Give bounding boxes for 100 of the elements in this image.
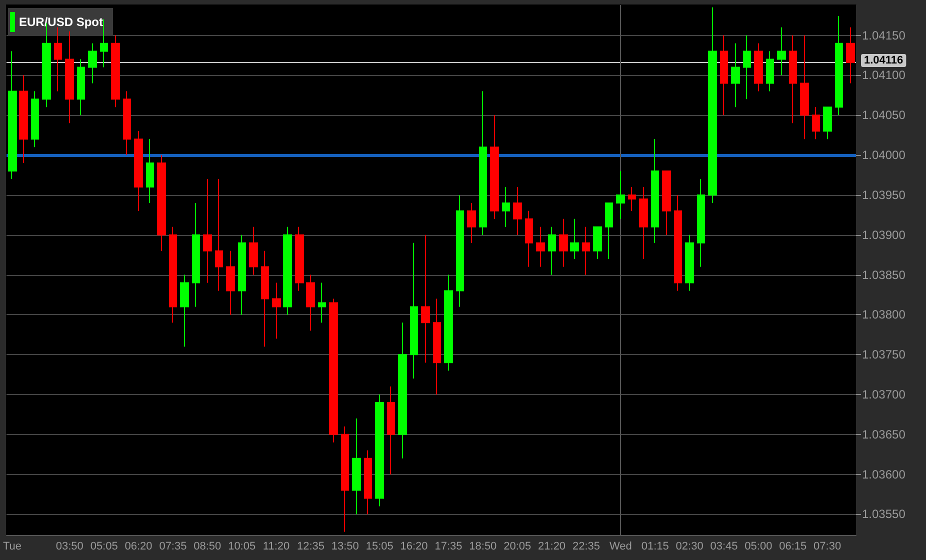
candlestick bbox=[731, 42, 740, 108]
candlestick bbox=[754, 42, 763, 92]
candlestick bbox=[479, 90, 487, 236]
candlestick bbox=[616, 170, 625, 220]
candlestick bbox=[318, 282, 326, 324]
candlestick bbox=[582, 226, 590, 276]
candlestick bbox=[295, 226, 304, 292]
y-tick-label: 1.03700 bbox=[862, 388, 906, 402]
candlestick bbox=[31, 90, 39, 148]
candlestick bbox=[777, 26, 786, 76]
candlestick bbox=[387, 386, 395, 475]
y-tick-label: 1.04150 bbox=[862, 28, 906, 42]
candlestick bbox=[88, 42, 97, 84]
y-tick-label: 1.03550 bbox=[862, 507, 906, 522]
candlestick bbox=[203, 178, 212, 284]
x-tick-label: 07:35 bbox=[159, 540, 187, 552]
candlestick bbox=[697, 178, 705, 268]
candlestick bbox=[823, 106, 832, 140]
candlestick bbox=[685, 234, 694, 292]
x-tick-label: 16:20 bbox=[400, 540, 428, 552]
x-tick-label: 05:00 bbox=[744, 540, 772, 552]
x-tick-label: 10:05 bbox=[228, 540, 256, 552]
candlestick bbox=[456, 194, 464, 308]
y-tick-label: 1.04100 bbox=[862, 68, 906, 82]
x-tick-label: 20:05 bbox=[504, 540, 532, 552]
candlestick bbox=[410, 242, 418, 380]
x-tick-label: 01:15 bbox=[641, 540, 669, 552]
candlestick bbox=[398, 322, 407, 459]
candlestick bbox=[65, 30, 74, 124]
candlestick bbox=[743, 34, 751, 100]
candlestick bbox=[662, 170, 671, 236]
x-tick-label: 22:35 bbox=[572, 540, 600, 552]
x-tick-label: 03:45 bbox=[710, 540, 738, 552]
candlestick bbox=[364, 450, 372, 515]
candlestick bbox=[525, 210, 533, 268]
candlestick bbox=[593, 226, 602, 260]
candlestick bbox=[651, 138, 659, 244]
candlestick bbox=[559, 218, 568, 268]
y-tick-label: 1.03850 bbox=[862, 268, 906, 282]
candlestick bbox=[215, 178, 223, 292]
y-tick-label: 1.03800 bbox=[862, 308, 906, 322]
y-tick-label: 1.04050 bbox=[862, 108, 906, 122]
x-tick-label: 13:50 bbox=[331, 540, 359, 552]
candlestick bbox=[329, 298, 338, 443]
y-tick-label: 1.03650 bbox=[862, 427, 906, 442]
x-tick-label: 12:35 bbox=[296, 540, 324, 552]
candlestick bbox=[548, 226, 556, 276]
candlestick bbox=[605, 202, 613, 260]
x-tick-label: 05:05 bbox=[90, 540, 118, 552]
y-tick-label: 1.03750 bbox=[862, 348, 906, 362]
x-tick-label: 03:50 bbox=[56, 540, 84, 552]
candlestick bbox=[674, 194, 682, 292]
x-tick-label: Wed bbox=[609, 540, 632, 552]
candlestick bbox=[192, 202, 200, 308]
candlestick bbox=[846, 26, 855, 84]
candlestick bbox=[513, 186, 522, 236]
candlestick bbox=[502, 186, 510, 228]
candlestick bbox=[628, 186, 636, 212]
candlestick bbox=[352, 418, 361, 515]
x-tick-label: 06:20 bbox=[124, 540, 152, 552]
candlestick bbox=[134, 130, 143, 212]
ref-line-label: 1.04116 bbox=[864, 54, 904, 66]
candlestick bbox=[249, 226, 258, 276]
candlestick bbox=[835, 16, 843, 116]
candlestick bbox=[111, 34, 120, 108]
candlestick bbox=[467, 202, 476, 244]
candlestick bbox=[238, 234, 246, 316]
x-tick-label: 11:20 bbox=[262, 540, 290, 552]
candlestick bbox=[800, 34, 809, 140]
candlestick bbox=[123, 90, 131, 156]
legend-label: EUR/USD Spot bbox=[19, 15, 104, 29]
candlestick bbox=[708, 6, 717, 204]
y-tick-label: 1.03900 bbox=[862, 228, 906, 242]
x-tick-label: Tue bbox=[2, 540, 22, 552]
candlestick bbox=[54, 26, 62, 92]
candlestick bbox=[570, 218, 579, 260]
candlestick bbox=[433, 298, 441, 396]
candlestick bbox=[157, 154, 166, 252]
candlestick bbox=[8, 50, 17, 180]
x-tick-label: 18:50 bbox=[469, 540, 497, 552]
candlestick bbox=[720, 34, 728, 116]
candlestick bbox=[444, 274, 453, 372]
x-tick-label: 07:30 bbox=[814, 540, 842, 552]
candlestick bbox=[341, 426, 349, 532]
y-tick-label: 1.03950 bbox=[862, 188, 906, 202]
candlestick bbox=[306, 274, 315, 332]
candlestick bbox=[536, 226, 545, 268]
y-tick-label: 1.04000 bbox=[862, 148, 906, 162]
candlestick bbox=[19, 74, 28, 164]
x-tick-label: 21:20 bbox=[538, 540, 566, 552]
x-tick-label: 08:50 bbox=[194, 540, 222, 552]
x-tick-label: 02:30 bbox=[676, 540, 704, 552]
candlestick bbox=[146, 138, 154, 204]
candlestick bbox=[789, 34, 797, 124]
y-tick-label: 1.03600 bbox=[862, 467, 906, 482]
candlestick bbox=[490, 114, 499, 220]
candlestick bbox=[421, 234, 430, 364]
candlestick bbox=[272, 282, 281, 340]
candlestick bbox=[226, 250, 235, 316]
candlestick bbox=[812, 106, 820, 140]
